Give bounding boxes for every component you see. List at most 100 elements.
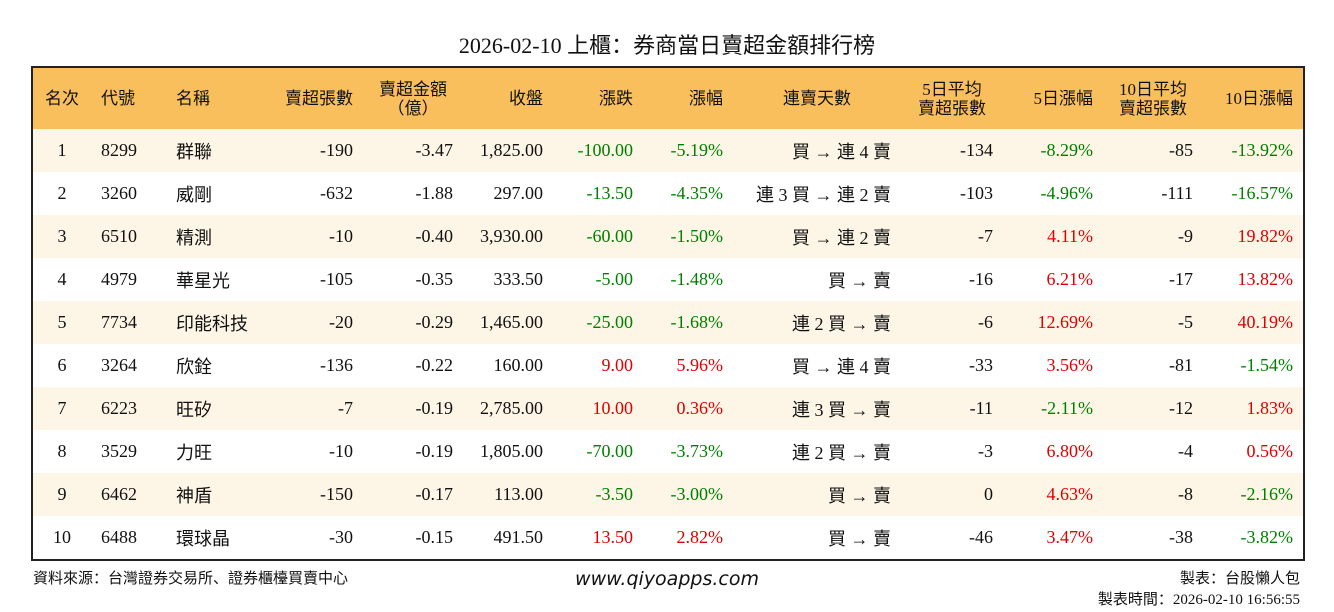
header-cell: 5日平均 賣超張數 — [901, 67, 1003, 129]
table-row: 6 3264 欣銓 -136 -0.22 160.00 9.00 5.96% 買 → 連 4 賣… — [32, 344, 1304, 387]
table-cell: 2,785.00 — [463, 387, 553, 430]
table-cell: -1.54% — [1240, 355, 1294, 375]
table-cell: 3 — [32, 215, 91, 258]
table-cell: 3.47% — [1046, 527, 1094, 547]
header-cell: 代號 — [91, 67, 166, 129]
table-cell: 2 — [57, 183, 67, 203]
header-cell: 收盤 — [463, 67, 553, 129]
table-cell: 4.63% — [1003, 473, 1103, 516]
website: www.qiyoapps.com — [575, 568, 759, 590]
table-cell: -17 — [1169, 269, 1193, 289]
table-cell: 0.36% — [643, 387, 733, 430]
table-cell: -4.35% — [670, 183, 724, 203]
header-cell: 10日漲幅 — [1203, 67, 1304, 129]
table-cell: 19.82% — [1203, 215, 1304, 258]
table-cell: 13.50 — [592, 527, 634, 547]
table-cell: -190 — [263, 129, 363, 172]
time: 製表時間：2026-02-10 16:56:55 — [1097, 592, 1300, 608]
table-cell: -81 — [1169, 355, 1193, 375]
table-cell: -0.35 — [415, 269, 454, 289]
table-cell: -3.82% — [1240, 527, 1294, 547]
table-cell: -4.96% — [1040, 183, 1094, 203]
table-cell: 4 — [57, 269, 67, 289]
table-cell: 1,465.00 — [463, 301, 553, 344]
table-cell: 6 — [57, 355, 67, 375]
table-cell: 買 → 賣 — [828, 270, 891, 291]
table-row: 5 7734 印能科技 -20 -0.29 1,465.00 -25.00 -1.68% 連 2… — [32, 301, 1304, 344]
header-cell: 連賣天數 — [733, 67, 901, 129]
table-cell: -60.00 — [553, 215, 643, 258]
table-cell: -2.16% — [1203, 473, 1304, 516]
table-row: 8 3529 力旺 -10 -0.19 1,805.00 -70.00 -3.73% 連 2 買… — [32, 430, 1304, 473]
table-cell: 連 3 買 → 賣 — [733, 387, 901, 430]
table-cell: -632 — [320, 183, 353, 203]
table-cell: -0.17 — [363, 473, 463, 516]
table-cell: 群聯 — [166, 129, 263, 172]
table-cell: 3.56% — [1046, 355, 1094, 375]
table-cell: 連 3 買 → 連 2 賣 — [756, 184, 891, 205]
table-cell: -30 — [329, 527, 353, 547]
table-cell: 印能科技 — [166, 301, 263, 344]
table-cell: -103 — [960, 183, 993, 203]
header-cell: 賣超金額 （億） — [363, 67, 463, 129]
table-cell: -0.29 — [363, 301, 463, 344]
table-cell: -1.50% — [643, 215, 733, 258]
table-cell: 威剛 — [176, 184, 212, 205]
table-cell: 5.96% — [676, 355, 724, 375]
table-cell: 買 → 連 4 賣 — [792, 356, 891, 377]
table-cell: 精測 — [166, 215, 263, 258]
table-cell: -7 — [263, 387, 363, 430]
table-cell: -105 — [320, 269, 353, 289]
table-cell: 力旺 — [176, 442, 212, 463]
table-cell: -0.19 — [363, 387, 463, 430]
table-cell: -4 — [1178, 441, 1193, 461]
table-cell: 連 2 買 → 賣 — [792, 442, 891, 463]
table-cell: 113.00 — [463, 473, 553, 516]
title: 2026-02-10 上櫃：券商當日賣超金額排行榜 — [458, 33, 876, 58]
table-cell: 1,825.00 — [463, 129, 553, 172]
table-cell: 1,805.00 — [480, 441, 543, 461]
table-cell: -25.00 — [553, 301, 643, 344]
table-cell: 7 — [32, 387, 91, 430]
table-cell: -85 — [1103, 129, 1203, 172]
table-cell: -33 — [969, 355, 993, 375]
table-cell: -0.40 — [363, 215, 463, 258]
table-cell: -3.00% — [643, 473, 733, 516]
table-cell: 297.00 — [493, 183, 544, 203]
table-cell: -38 — [1169, 527, 1193, 547]
table-cell: -12 — [1103, 387, 1203, 430]
table-cell: 6462 — [91, 473, 166, 516]
table-cell: -134 — [901, 129, 1003, 172]
header-cell: 漲跌 — [553, 67, 643, 129]
table-cell: -150 — [263, 473, 363, 516]
table-cell: -3.50 — [553, 473, 643, 516]
table-cell: -1.88 — [415, 183, 454, 203]
header-cell: 10日平均 賣超張數 — [1103, 67, 1203, 129]
table-cell: -10 — [263, 215, 363, 258]
table-cell: 買 → 連 4 賣 — [733, 129, 901, 172]
table-cell: 6223 — [91, 387, 166, 430]
source: 資料來源：台灣證券交易所、證券櫃檯買賣中心 — [33, 571, 349, 587]
table-cell: -13.50 — [586, 183, 634, 203]
table-cell: -100.00 — [553, 129, 643, 172]
table-cell: -0.22 — [415, 355, 454, 375]
table-cell: 6488 — [101, 527, 137, 547]
table-cell: 7734 — [91, 301, 166, 344]
table-cell: 160.00 — [493, 355, 544, 375]
table-row: 3 6510 精測 -10 -0.40 3,930.00 -60.00 -1.50% 買 → 連… — [32, 215, 1304, 258]
table-cell: 8 — [57, 441, 67, 461]
table-cell: 13.82% — [1237, 269, 1294, 289]
ranking-table: 名次 代號 名稱 賣超張數 賣超金額 （億） 收盤 漲跌 漲幅 連賣天數 5日平均 賣超張數 5日漲… — [31, 66, 1305, 561]
table-cell: -3 — [978, 441, 993, 461]
header-cell: 5日漲幅 — [1003, 67, 1103, 129]
table-cell: 9.00 — [601, 355, 634, 375]
table-cell: 1 — [32, 129, 91, 172]
table-cell: -1.68% — [643, 301, 733, 344]
table-cell: 6.21% — [1046, 269, 1094, 289]
table-row: 1 8299 群聯 -190 -3.47 1,825.00 -100.00 -5.19% 買 →… — [32, 129, 1304, 172]
table-cell: -20 — [263, 301, 363, 344]
table-cell: 6.80% — [1046, 441, 1094, 461]
table-cell: 買 → 賣 — [733, 473, 901, 516]
table-row: 7 6223 旺矽 -7 -0.19 2,785.00 10.00 0.36% 連 3 買 → … — [32, 387, 1304, 430]
